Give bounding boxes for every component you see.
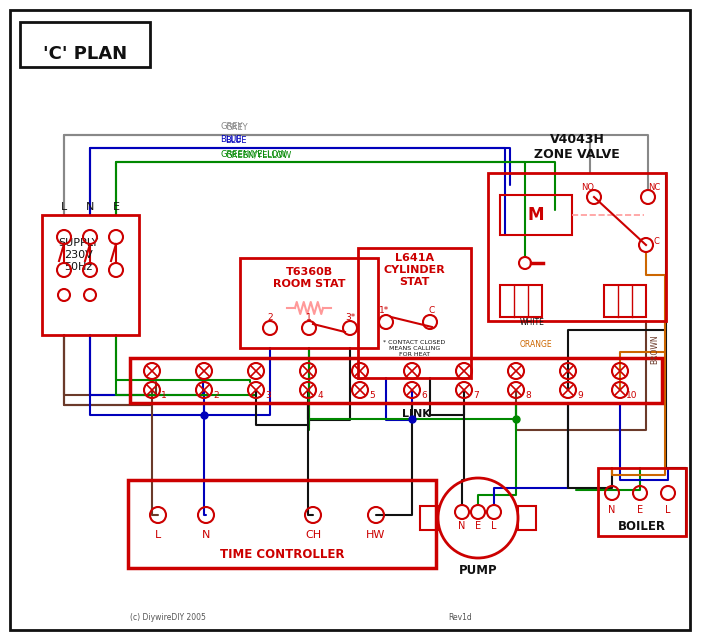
Text: CH: CH [305,530,321,540]
Text: N: N [201,530,210,540]
Text: E: E [475,521,481,531]
Bar [20,22,150,67]
Text: L: L [155,530,161,540]
Text: LINK: LINK [402,409,430,419]
Text: V4043H
ZONE VALVE: V4043H ZONE VALVE [534,133,620,161]
Text: BLUE: BLUE [225,136,246,145]
Bar [128,480,436,568]
Text: 3: 3 [265,390,271,399]
Text: 1: 1 [306,313,312,322]
Text: 9: 9 [577,390,583,399]
Text: GREEN/YELLOW: GREEN/YELLOW [220,149,286,158]
Text: SUPPLY
230V
50Hz: SUPPLY 230V 50Hz [58,238,98,272]
Text: 5: 5 [369,390,375,399]
Text: 2: 2 [213,390,219,399]
Bar [604,285,646,317]
Text: L: L [491,521,497,531]
Text: GREY: GREY [220,122,243,131]
Text: GREY: GREY [225,123,248,132]
Text: Rev1d: Rev1d [448,613,472,622]
Text: L: L [665,505,670,515]
Text: BROWN: BROWN [650,334,659,364]
Bar [358,248,471,378]
Bar [598,468,686,536]
Text: BLUE: BLUE [220,135,241,144]
Text: N: N [458,521,465,531]
Text: 8: 8 [525,390,531,399]
Text: 4: 4 [317,390,323,399]
Text: N: N [609,505,616,515]
Text: C: C [429,306,435,315]
Text: T6360B
ROOM STAT: T6360B ROOM STAT [273,267,345,289]
Text: BOILER: BOILER [618,519,666,533]
Bar [42,215,139,335]
Text: 1*: 1* [379,306,389,315]
Bar [130,358,662,403]
Text: E: E [637,505,643,515]
Text: L641A
CYLINDER
STAT: L641A CYLINDER STAT [383,253,445,287]
Text: NO: NO [581,183,595,192]
Text: N: N [86,202,94,212]
Text: * CONTACT CLOSED
MEANS CALLING
FOR HEAT: * CONTACT CLOSED MEANS CALLING FOR HEAT [383,340,446,356]
Text: 'C' PLAN: 'C' PLAN [43,45,127,63]
Text: 3*: 3* [345,313,355,322]
Text: 6: 6 [421,390,427,399]
Text: TIME CONTROLLER: TIME CONTROLLER [220,547,344,560]
Bar [420,506,438,530]
Text: HW: HW [366,530,385,540]
Bar [488,173,666,321]
Bar [240,258,378,348]
Bar [500,195,572,235]
Text: WHITE: WHITE [520,318,545,327]
Text: L: L [61,202,67,212]
Text: M: M [528,206,544,224]
Text: 10: 10 [626,390,637,399]
Text: C: C [653,237,659,246]
Text: 2: 2 [267,313,273,322]
Text: (c) DiywireDIY 2005: (c) DiywireDIY 2005 [130,613,206,622]
Text: E: E [112,202,119,212]
Text: 1: 1 [161,390,167,399]
Text: GREEN/YELLOW: GREEN/YELLOW [225,150,291,159]
Text: NC: NC [648,183,660,192]
Bar [500,285,542,317]
Text: PUMP: PUMP [458,563,497,576]
Text: ORANGE: ORANGE [520,340,552,349]
Text: 7: 7 [473,390,479,399]
Bar [518,506,536,530]
